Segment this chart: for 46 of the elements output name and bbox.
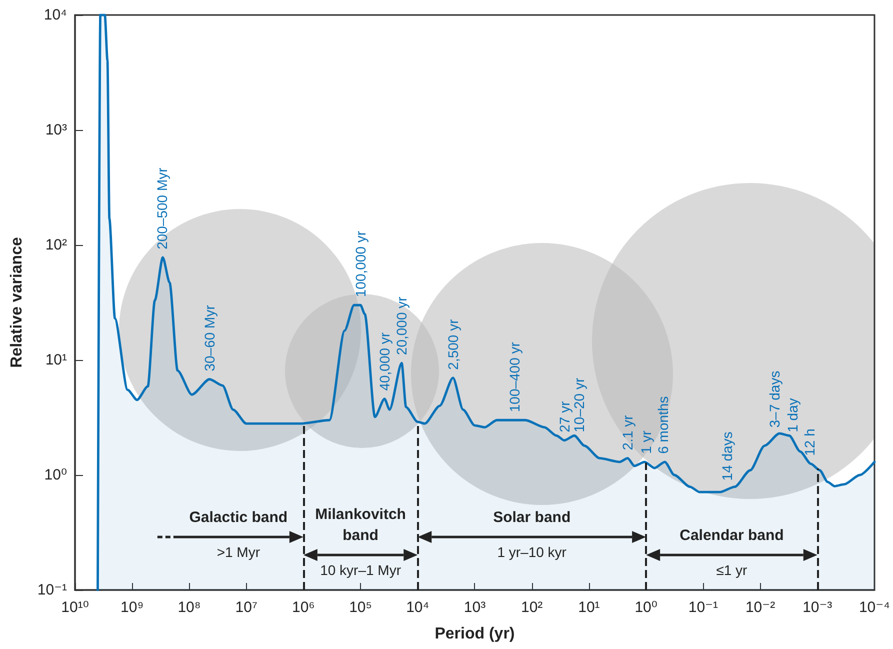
annotation: Solar band — [493, 509, 571, 526]
annotation: 12 h — [802, 428, 818, 456]
annotation: Galactic band — [189, 509, 288, 526]
annotation: ≤1 yr — [716, 562, 748, 578]
x-tick-label: 10⁹ — [120, 599, 144, 616]
annotation: 3–7 days — [766, 370, 783, 428]
x-tick-label: 10⁶ — [292, 599, 315, 616]
x-tick-label: 10² — [521, 599, 543, 616]
annotation: 1 yr — [638, 430, 654, 454]
annotation: Milankovitch band — [315, 506, 406, 544]
x-tick-label: 10⁻⁴ — [858, 599, 890, 616]
y-tick-label: 10⁻¹ — [37, 582, 67, 598]
x-axis-title: Period (yr) — [434, 626, 515, 642]
y-tick-label: 10³ — [45, 122, 67, 138]
y-axis-title: Relative variance — [8, 237, 26, 368]
annotation: >1 Myr — [216, 544, 260, 560]
annotation: 100–400 yr — [506, 342, 523, 412]
annotation: 200–500 Myr — [154, 167, 170, 250]
annotation: 2.1 yr — [620, 414, 636, 450]
annotation: 10 kyr–1 Myr — [320, 562, 402, 578]
x-tick-label: 10⁻² — [745, 599, 776, 616]
x-tick-label: 10⁰ — [634, 599, 658, 616]
x-tick-label: 10¹⁰ — [61, 599, 89, 616]
x-tick-label: 10⁸ — [178, 599, 201, 616]
annotation: 20,000 yr — [394, 296, 410, 356]
x-tick-label: 10¹ — [578, 599, 600, 616]
x-tick-label: 10⁵ — [349, 599, 372, 616]
annotation: 14 days — [719, 432, 736, 481]
annotation: 40,000 yr — [376, 332, 393, 391]
x-tick-label: 10⁻³ — [802, 599, 832, 616]
x-tick-label: 10⁻¹ — [688, 599, 718, 616]
y-tick-label: 10² — [45, 236, 67, 254]
x-tick-label: 10³ — [464, 599, 486, 616]
annotation: 30–60 Myr — [202, 304, 218, 372]
annotation: 2,500 yr — [445, 318, 462, 370]
annotation: 100,000 yr — [352, 230, 369, 298]
annotation: 1 day — [784, 398, 800, 432]
x-tick-label: 10⁷ — [235, 599, 258, 616]
annotation: Calendar band — [680, 527, 784, 544]
x-tick-label: 10⁴ — [406, 599, 430, 616]
annotation: 6 months — [655, 396, 672, 454]
y-tick-label: 10¹ — [45, 352, 67, 368]
y-tick-label: 10⁴ — [44, 6, 67, 24]
annotation: 27 yr — [556, 400, 572, 432]
annotation: 1 yr–10 kyr — [497, 544, 567, 560]
y-tick-label: 10⁰ — [44, 466, 67, 484]
